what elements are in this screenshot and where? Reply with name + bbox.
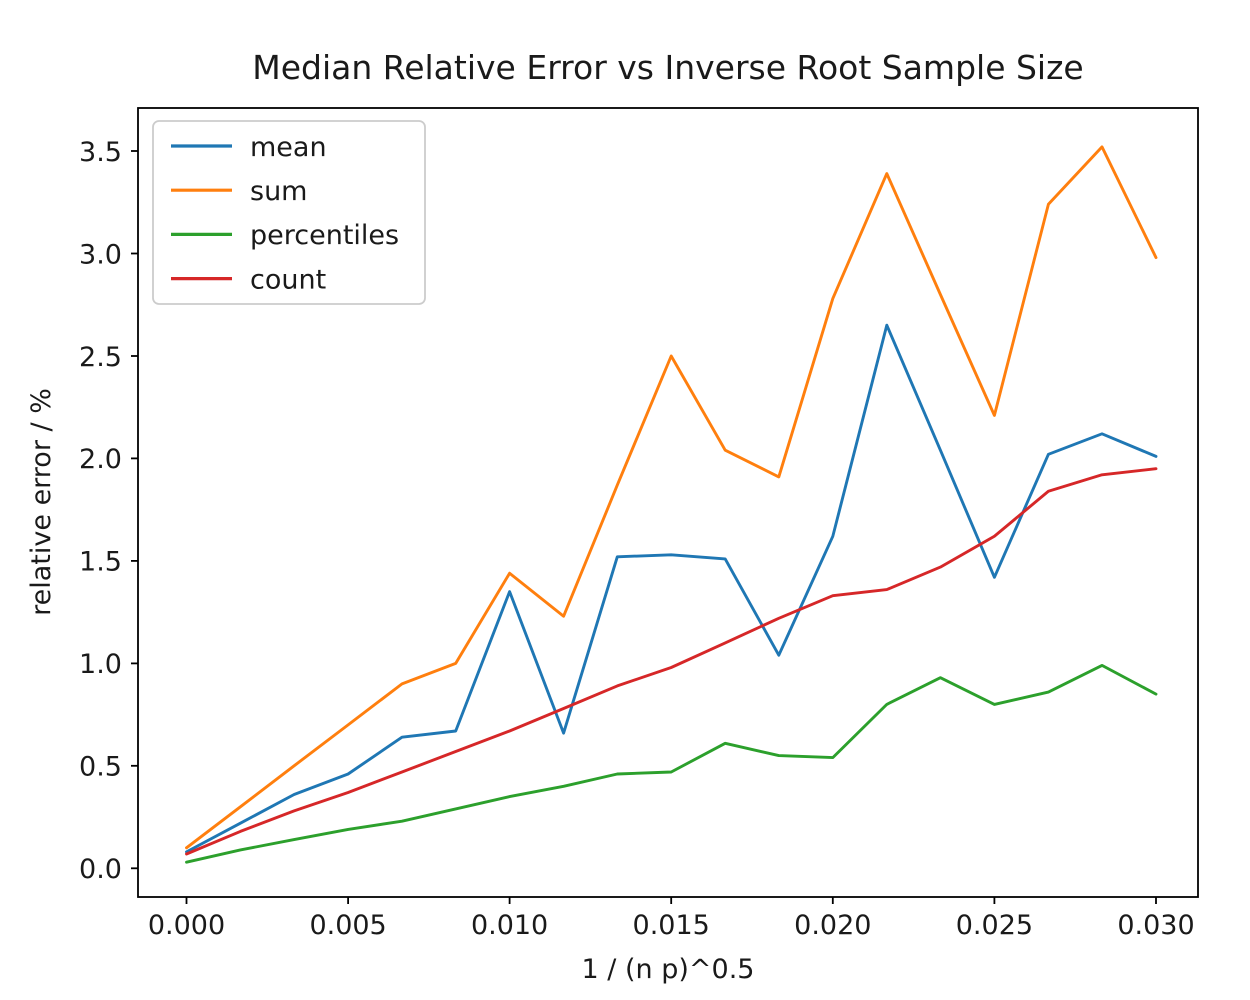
y-tick-label: 0.0 <box>79 854 122 885</box>
series-line-count <box>185 467 1158 856</box>
x-axis-tick-labels: 0.000 0.005 0.010 0.015 0.020 0.025 0.030 <box>148 910 1195 941</box>
x-tick-label: 0.000 <box>148 910 225 941</box>
y-axis-label: relative error / % <box>26 388 57 616</box>
legend-label-count: count <box>250 264 326 295</box>
y-tick-label: 3.5 <box>79 137 122 168</box>
y-axis-tick-labels: 0.0 0.5 1.0 1.5 2.0 2.5 3.0 3.5 <box>79 137 122 885</box>
x-axis-ticks <box>185 897 1157 904</box>
y-tick-label: 1.0 <box>79 649 122 680</box>
legend: mean sum percentiles count <box>152 120 426 305</box>
legend-label-percentiles: percentiles <box>250 220 399 251</box>
x-tick-label: 0.025 <box>956 910 1033 941</box>
y-tick-label: 3.0 <box>79 239 122 270</box>
y-tick-label: 2.0 <box>79 444 122 475</box>
x-tick-label: 0.005 <box>309 910 386 941</box>
legend-box <box>152 120 426 305</box>
legend-items: mean sum percentiles count <box>171 132 399 295</box>
x-tick-label: 0.010 <box>471 910 548 941</box>
y-tick-label: 1.5 <box>79 547 122 578</box>
series-lines <box>185 145 1158 864</box>
plot-border <box>137 107 1199 898</box>
y-tick-label: 0.5 <box>79 752 122 783</box>
y-axis-ticks <box>131 150 138 870</box>
series-line-percentiles <box>185 663 1158 864</box>
x-tick-label: 0.015 <box>633 910 710 941</box>
legend-label-sum: sum <box>250 176 307 207</box>
chart-title: Median Relative Error vs Inverse Root Sa… <box>252 48 1083 87</box>
series-line-sum <box>185 145 1158 850</box>
x-tick-label: 0.030 <box>1117 910 1194 941</box>
y-tick-label: 2.5 <box>79 342 122 373</box>
series-line-mean <box>185 323 1158 854</box>
legend-label-mean: mean <box>250 132 327 163</box>
x-axis-label: 1 / (n p)^0.5 <box>582 954 755 985</box>
x-tick-label: 0.020 <box>794 910 871 941</box>
